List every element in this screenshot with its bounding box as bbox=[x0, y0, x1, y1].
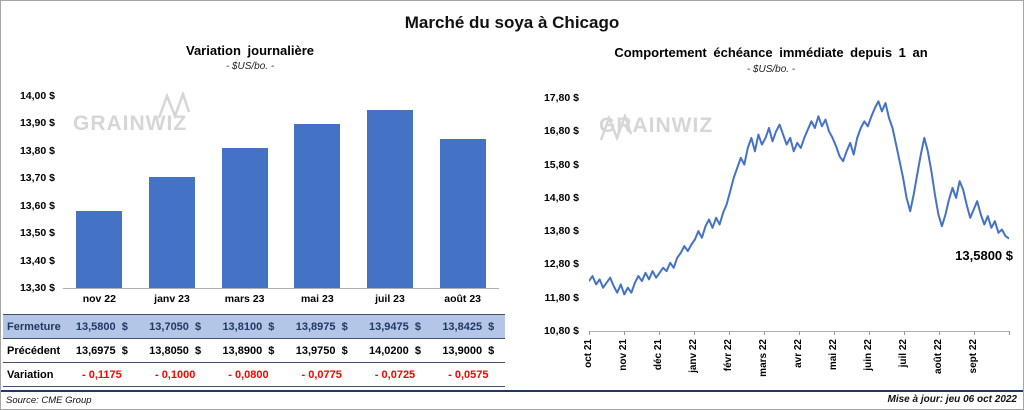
bar-x-label: juil 23 bbox=[375, 293, 405, 305]
line-y-axis-label: 13,80 $ bbox=[543, 225, 579, 238]
line-chart-plot: GRAINWIZ 13,5800 $ bbox=[589, 98, 1013, 332]
line-y-axis-label: 16,80 $ bbox=[543, 125, 579, 138]
table-cell: 13,8425 $ bbox=[431, 314, 505, 339]
line-x-tick bbox=[694, 331, 695, 335]
table-row-precedent: Précédent 13,6975 $13,8050 $13,8900 $13,9… bbox=[3, 338, 505, 363]
row-label-variation: Variation bbox=[3, 362, 66, 387]
line-y-axis-label: 11,80 $ bbox=[544, 291, 579, 304]
line-x-tick bbox=[729, 331, 730, 335]
line-x-tick bbox=[1009, 331, 1010, 335]
table-cell: 13,9000 $ bbox=[431, 338, 505, 363]
bar-x-label: mai 23 bbox=[300, 293, 334, 305]
line-x-tick bbox=[659, 331, 660, 335]
line-x-label: janv 22 bbox=[688, 339, 699, 373]
table-cell: - 0,0725 bbox=[358, 362, 432, 387]
table-cell: - 0,0575 bbox=[431, 362, 505, 387]
line-x-label: oct 21 bbox=[583, 339, 594, 368]
line-x-label: août 22 bbox=[933, 339, 944, 375]
table-cell: 13,5800 $ bbox=[65, 314, 139, 339]
line-x-label: mai 22 bbox=[828, 339, 839, 371]
bar-chart-title: Variation journalière bbox=[186, 43, 314, 58]
row-label-fermeture: Fermeture bbox=[3, 314, 66, 339]
page-title: Marché du soya à Chicago bbox=[404, 13, 620, 32]
table-row-variation: Variation - 0,1175- 0,1000- 0,0800- 0,077… bbox=[3, 362, 505, 387]
update-note: Mise à jour: jeu 06 oct 2022 bbox=[887, 394, 1018, 405]
bar-x-label: août 23 bbox=[444, 293, 482, 305]
bottom-divider bbox=[1, 390, 1023, 392]
bar-x-label: nov 22 bbox=[82, 293, 116, 305]
table-cell: - 0,0800 bbox=[211, 362, 286, 387]
line-y-axis-label: 15,80 $ bbox=[543, 158, 579, 171]
bar-x-label: mars 23 bbox=[224, 293, 265, 305]
bar-y-axis-label: 13,30 $ bbox=[19, 282, 55, 294]
line-x-tick bbox=[624, 331, 625, 335]
line-x-label: déc 21 bbox=[653, 339, 664, 371]
line-x-label: juil 22 bbox=[898, 339, 909, 368]
table-cell: - 0,1000 bbox=[138, 362, 212, 387]
line-x-tick bbox=[974, 331, 975, 335]
line-x-tick bbox=[834, 331, 835, 335]
line-chart-title: Comportement échéance immédiate depuis 1… bbox=[614, 45, 928, 60]
table-cell: 14,0200 $ bbox=[358, 338, 432, 363]
bar-chart-plot: GRAINWIZ bbox=[63, 92, 499, 289]
line-y-axis-label: 17,80 $ bbox=[543, 92, 579, 104]
table-cell: 13,9475 $ bbox=[358, 314, 432, 339]
line-y-axis-label: 12,80 $ bbox=[543, 258, 579, 271]
bar-y-axis-label: 13,90 $ bbox=[19, 117, 55, 130]
bar-y-axis-label: 14,00 $ bbox=[19, 90, 55, 102]
table-cell: - 0,1175 bbox=[65, 362, 139, 387]
table-cell: - 0,0775 bbox=[285, 362, 359, 387]
table-cell: 13,6975 $ bbox=[65, 338, 139, 363]
bar-janv-23 bbox=[149, 176, 195, 288]
line-y-axis-label: 14,80 $ bbox=[543, 191, 579, 204]
source-note: Source: CME Group bbox=[6, 395, 92, 406]
bar-juil-23 bbox=[367, 110, 413, 288]
bar-mars-23 bbox=[221, 148, 268, 288]
grainwiz-zigzag-icon bbox=[157, 92, 191, 120]
table-cell: 13,8050 $ bbox=[138, 338, 212, 363]
line-x-tick bbox=[799, 331, 800, 335]
bar-y-axis: 13,30 $ 13,40 $ 13,50 $ 13,60 $ 13,70 $ 13,80… bbox=[1, 90, 57, 294]
bar-chart-subtitle: - $US/bo. - bbox=[225, 61, 275, 72]
bar-x-label: janv 23 bbox=[154, 293, 190, 305]
line-x-tick bbox=[904, 331, 905, 335]
table-cell: 13,8975 $ bbox=[285, 314, 359, 339]
grainwiz-watermark: GRAINWIZ bbox=[73, 92, 191, 136]
table-cell: 13,7050 $ bbox=[138, 314, 212, 339]
line-x-label: juin 22 bbox=[863, 339, 874, 371]
watermark-text: GRAINWIZ bbox=[73, 112, 188, 135]
line-x-tick bbox=[764, 331, 765, 335]
line-x-tick bbox=[869, 331, 870, 335]
line-x-label: mars 22 bbox=[758, 339, 769, 377]
line-x-label: avr 22 bbox=[793, 339, 804, 368]
bar-y-axis-label: 13,50 $ bbox=[19, 227, 55, 240]
bar-y-axis-label: 13,40 $ bbox=[19, 254, 55, 267]
line-x-tick bbox=[939, 331, 940, 335]
bar-y-axis-label: 13,80 $ bbox=[19, 144, 55, 157]
line-y-axis: 10,80 $ 11,80 $ 12,80 $ 13,80 $ 14,80 $ 15,80… bbox=[515, 92, 581, 337]
line-x-axis: oct 21 nov 21 déc 21 janv 22 févr 22 mars 22 a… bbox=[583, 331, 1010, 393]
price-table: Fermeture 13,5800 $13,7050 $13,8100 $13,8… bbox=[3, 314, 505, 387]
line-x-label: févr 22 bbox=[723, 339, 734, 372]
bar-y-axis-label: 13,60 $ bbox=[19, 199, 55, 212]
line-x-tick bbox=[589, 331, 590, 335]
line-chart-subtitle: - $US/bo. - bbox=[746, 64, 796, 75]
bar-nov-22 bbox=[76, 211, 123, 288]
table-cell: 13,8900 $ bbox=[211, 338, 286, 363]
last-price-annotation: 13,5800 $ bbox=[955, 248, 1013, 263]
line-x-label: sept 22 bbox=[968, 339, 979, 374]
bar-x-axis: nov 22 janv 23 mars 23 mai 23 juil 23 août 23 bbox=[63, 293, 499, 307]
bar-août-23 bbox=[439, 139, 486, 288]
bar-mai-23 bbox=[294, 124, 341, 288]
line-x-label: nov 21 bbox=[618, 339, 629, 371]
table-cell: 13,9750 $ bbox=[285, 338, 359, 363]
price-line-series bbox=[589, 100, 1009, 296]
table-cell: 13,8100 $ bbox=[211, 314, 286, 339]
row-label-precedent: Précédent bbox=[3, 338, 66, 363]
bar-y-axis-label: 13,70 $ bbox=[19, 172, 55, 185]
table-row-fermeture: Fermeture 13,5800 $13,7050 $13,8100 $13,8… bbox=[3, 314, 505, 339]
line-y-axis-label: 10,80 $ bbox=[543, 325, 579, 337]
